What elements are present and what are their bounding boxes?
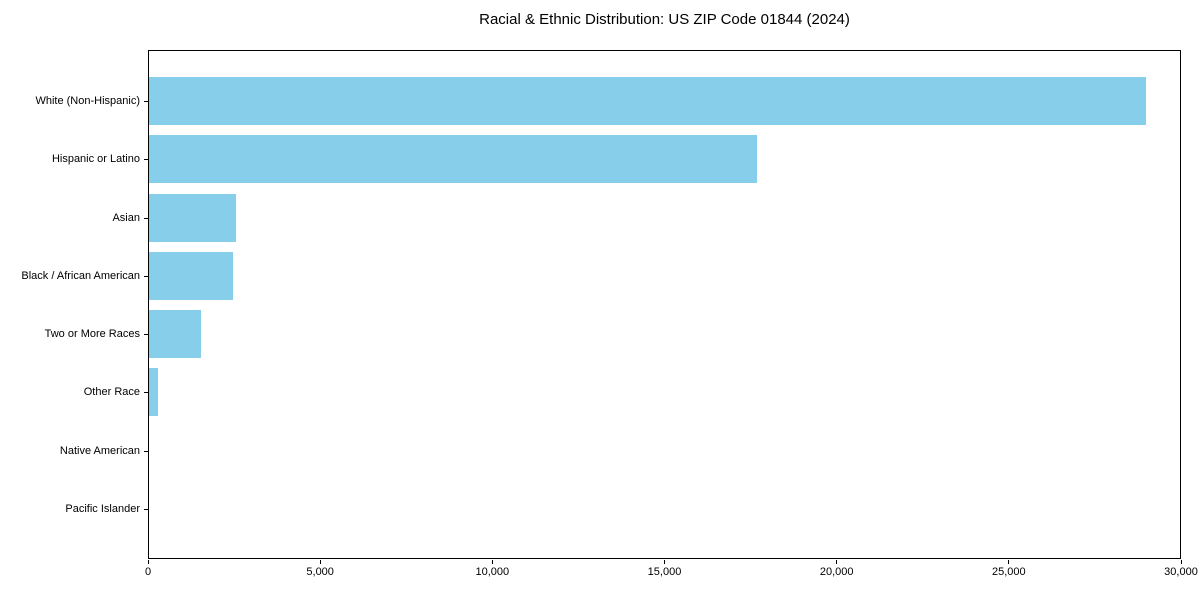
bar [149, 310, 201, 359]
bar-row: Native American [60, 422, 1180, 480]
plot-area: White (Non-Hispanic) Hispanic or Latino As… [21, 50, 1181, 559]
y-tick-label: Other Race [83, 386, 140, 399]
bar-row: Asian [112, 189, 1180, 247]
x-tick-mark [1008, 560, 1010, 564]
bar [149, 77, 1146, 126]
x-tick-mark [319, 560, 321, 564]
y-tick-label: Hispanic or Latino [51, 153, 140, 166]
x-axis: 0 5,000 10,000 15,000 20,000 25,000 30,000 [144, 560, 1198, 590]
y-tick-mark [144, 101, 148, 103]
x-tick-label: 30,000 [1164, 566, 1198, 578]
bar [149, 135, 758, 184]
y-tick-label: Pacific Islander [65, 502, 140, 515]
x-tick-label: 10,000 [475, 566, 510, 578]
y-tick-mark [144, 334, 148, 336]
y-tick-label: Two or More Races [44, 328, 140, 341]
bar [149, 368, 158, 417]
y-tick-label: White (Non-Hispanic) [35, 95, 140, 108]
x-tick-mark [147, 560, 149, 564]
y-tick-mark [144, 217, 148, 219]
y-tick-mark [144, 159, 148, 161]
x-tick-label: 25,000 [992, 566, 1026, 578]
x-tick-label: 0 [144, 566, 152, 578]
bar [149, 193, 236, 242]
y-tick-mark [144, 392, 148, 394]
x-tick-label: 20,000 [819, 566, 854, 578]
y-tick-label: Black / African American [21, 269, 140, 282]
x-tick-mark [491, 560, 493, 564]
bar-row: Black / African American [21, 247, 1180, 305]
y-tick-label: Asian [112, 211, 140, 224]
bar-row: Pacific Islander [65, 480, 1180, 538]
y-tick-mark [144, 508, 148, 510]
bar-row: Hispanic or Latino [52, 130, 1180, 188]
x-tick-mark [664, 560, 665, 564]
y-tick-mark [144, 275, 148, 277]
y-tick-label: Native American [59, 444, 140, 457]
bar-row: Two or More Races [45, 305, 1180, 363]
x-tick-mark [836, 560, 838, 564]
y-tick-mark [144, 450, 148, 452]
bar-row: Other Race [84, 363, 1180, 421]
chart-title: Racial & Ethnic Distribution: US ZIP Cod… [479, 11, 850, 28]
x-tick-label: 15,000 [647, 566, 682, 578]
x-tick-mark [1180, 560, 1182, 564]
bar [149, 251, 234, 300]
x-tick-label: 5,000 [306, 566, 334, 578]
bar-row: White (Non-Hispanic) [35, 72, 1180, 130]
